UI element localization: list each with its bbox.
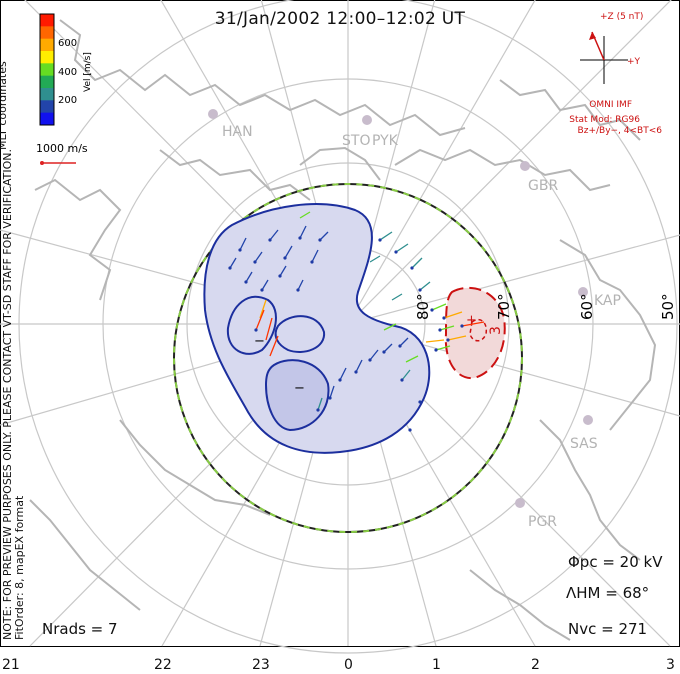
- positive-inner-contour: [469, 318, 488, 342]
- velocity-colorbar: [40, 14, 54, 126]
- imf-y-label: +Y: [627, 57, 641, 67]
- coordinate-label: MLT coordinates: [0, 61, 9, 150]
- positive-potential-cell: [444, 287, 506, 380]
- station-pgr: PGR: [528, 514, 557, 530]
- n-rads-stat: Nrads = 7: [42, 620, 118, 638]
- inner-contour-lower: [264, 359, 330, 432]
- hm-boundary-dash: [173, 183, 523, 533]
- latitude-label-50: 50°: [659, 293, 677, 320]
- mlt-hour-0: 0: [344, 657, 353, 673]
- coastlines: [29, 19, 657, 641]
- phi-pc-stat: Φpc = 20 kV: [568, 553, 663, 571]
- colorbar-segment: [40, 75, 54, 89]
- preview-note: NOTE: FOR PREVIEW PURPOSES ONLY. PLEASE …: [1, 149, 26, 640]
- imf-model: Stat Mod: RG96: [569, 115, 640, 125]
- velocity-vectors: [229, 211, 485, 411]
- imf-z-label: +Z (5 nT): [600, 12, 644, 22]
- imf-clock: [580, 31, 628, 84]
- lambda-hm-stat: ΛHM = 68°: [566, 584, 650, 602]
- latitude-label-60: 60°: [578, 293, 596, 320]
- colorbar-tick-200: 200: [58, 95, 77, 106]
- contour-label-lower: −: [294, 381, 305, 396]
- station-markers: [208, 109, 593, 508]
- colorbar-segment: [40, 88, 54, 101]
- inner-contour-left: [226, 295, 277, 355]
- contour-label-left: −: [254, 334, 265, 349]
- mlt-hour-21: 21: [2, 657, 20, 673]
- colorbar-segment: [40, 112, 54, 126]
- colorbar-segment: [40, 63, 54, 77]
- contour-label-value: 3: [488, 326, 504, 335]
- map-title: 31/Jan/2002 12:00–12:02 UT: [214, 9, 466, 29]
- mlt-hour-22: 22: [154, 657, 172, 673]
- station-labels: HAN STO PYK GBR KAP SAS PGR: [222, 124, 621, 530]
- contour-label-plus: +: [466, 313, 477, 328]
- mlt-hour-2: 2: [531, 657, 540, 673]
- colorbar-segment: [40, 26, 54, 40]
- latitude-label-80: 80°: [414, 293, 432, 320]
- station-pyk: PYK: [372, 133, 399, 149]
- station-kap: KAP: [594, 293, 621, 309]
- station-sto: STO: [342, 133, 370, 149]
- colorbar-label: Vel [m/s]: [83, 52, 93, 92]
- colorbar-segment: [40, 51, 54, 64]
- colorbar-tick-600: 600: [58, 38, 77, 49]
- station-gbr: GBR: [528, 178, 558, 194]
- latitude-label-70: 70°: [495, 293, 513, 320]
- station-sas: SAS: [570, 436, 598, 452]
- mlt-hour-3: 3: [666, 657, 675, 673]
- colorbar-segment: [40, 14, 54, 27]
- colorbar-segment: [40, 100, 54, 114]
- fit-order-line: FitOrder: 8, mapEX format: [13, 495, 26, 640]
- imf-source: OMNI IMF: [589, 100, 632, 110]
- mlt-hour-23: 23: [252, 657, 270, 673]
- scale-vector-label: 1000 m/s: [36, 142, 88, 155]
- colorbar-tick-400: 400: [58, 67, 77, 78]
- mlt-hour-1: 1: [432, 657, 441, 673]
- negative-potential-cell: [203, 203, 431, 454]
- n-vc-stat: Nvc = 271: [568, 620, 648, 638]
- vector-origins: [228, 236, 464, 432]
- colorbar-frame: [39, 13, 55, 126]
- station-han: HAN: [222, 124, 253, 140]
- colorbar-segment: [40, 38, 54, 52]
- inner-contour-center: [274, 315, 326, 353]
- imf-condition: Bz+/By−, 4<BT<6: [577, 126, 662, 136]
